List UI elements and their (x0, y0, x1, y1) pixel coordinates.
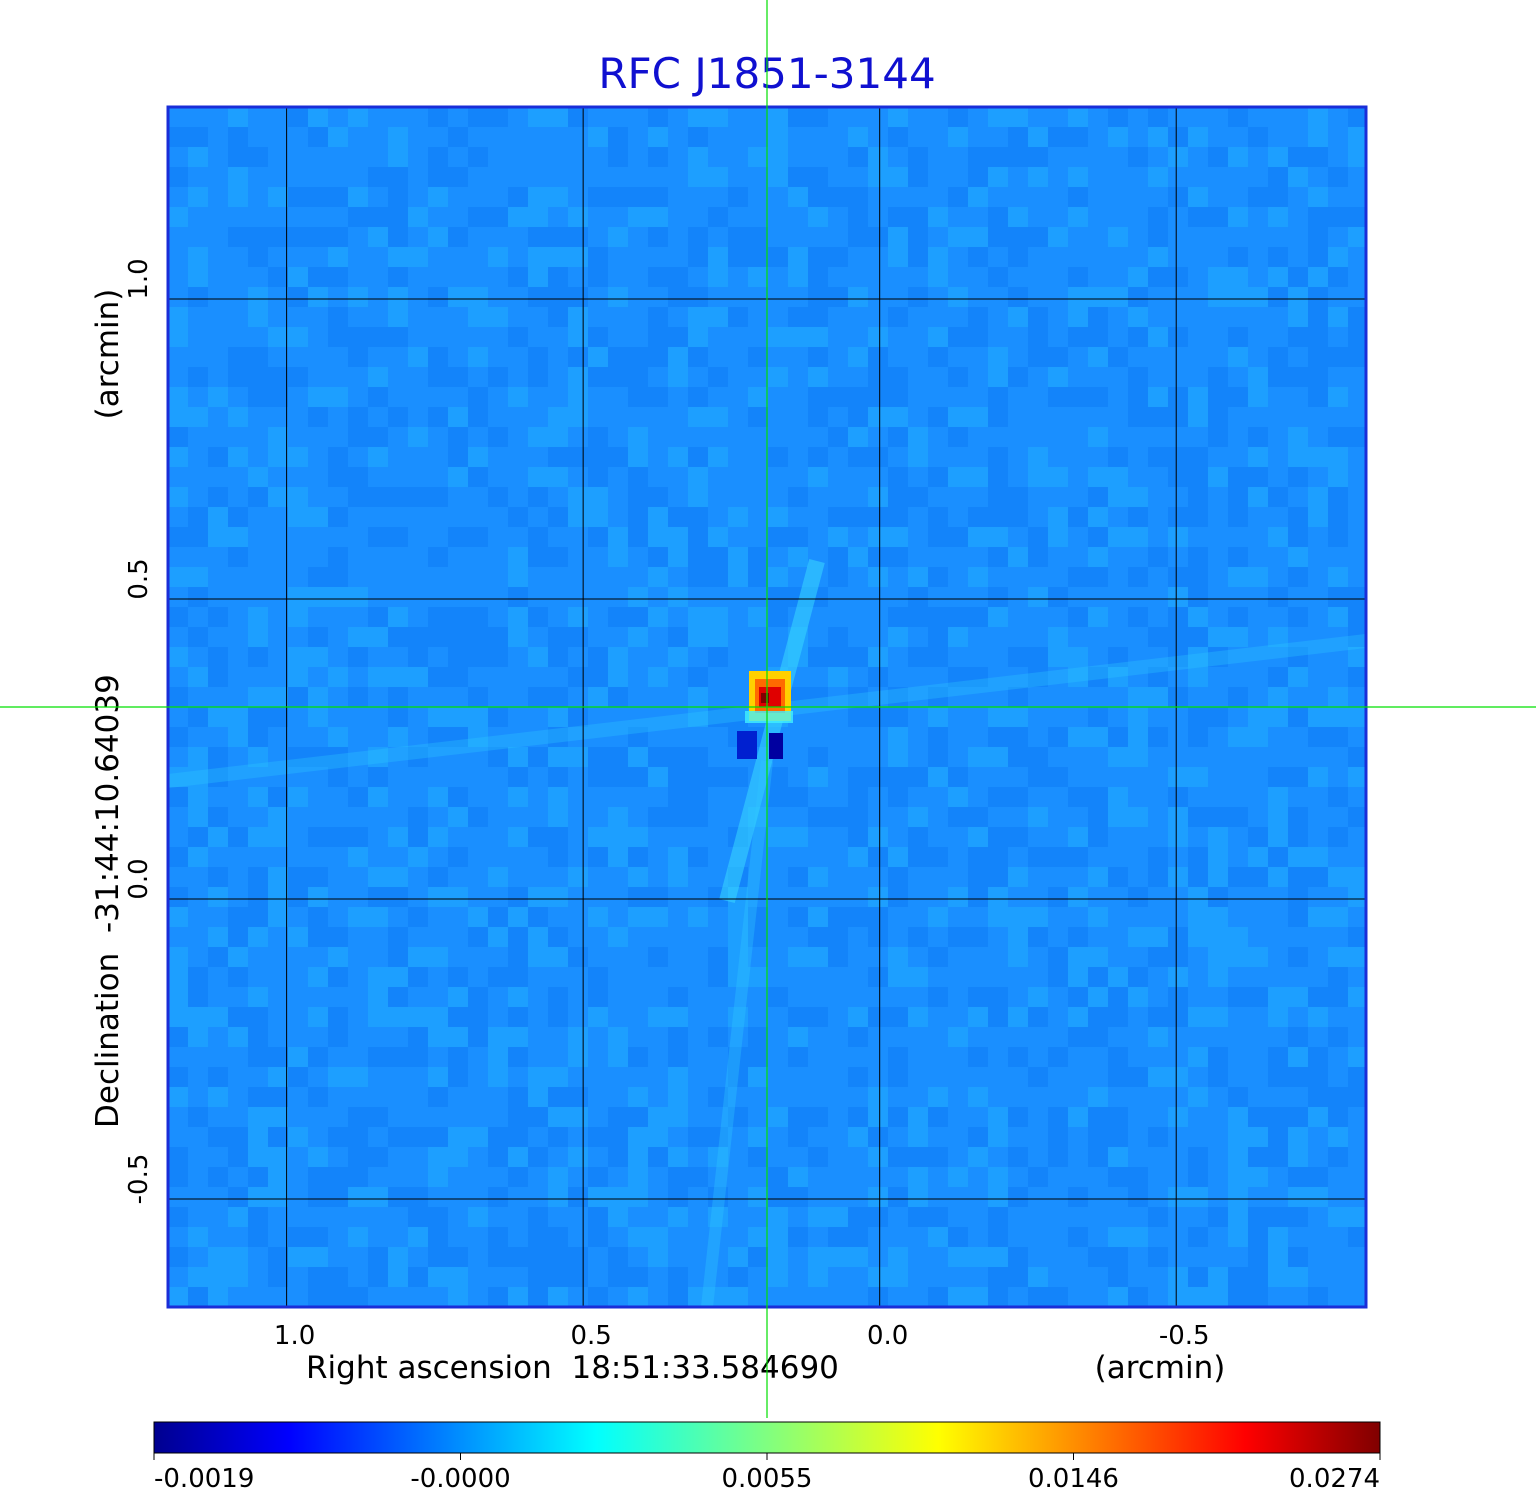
x-tick-label: 0.5 (570, 1321, 611, 1351)
colorbar-tick-labels: -0.0019 -0.0000 0.0055 0.0146 0.0274 (153, 1453, 1381, 1494)
source-peak (761, 693, 769, 703)
colorbar: -0.0019 -0.0000 0.0055 0.0146 0.0274 (153, 1421, 1381, 1494)
sidelobe-streak (719, 558, 825, 904)
x-tick-label: -0.5 (1159, 1321, 1210, 1351)
source-edge (745, 711, 793, 723)
crosshair (0, 0, 1536, 1418)
y-tick-labels: -0.5 0.0 0.5 1.0 (124, 258, 154, 1204)
y-axis-label: Declination -31:44:10.64039 (90, 674, 126, 1128)
x-tick-labels: 1.0 0.5 0.0 -0.5 (274, 1321, 1210, 1351)
colorbar-tick-label: 0.0274 (1289, 1464, 1380, 1494)
colorbar-tick-label: 0.0146 (1028, 1464, 1119, 1494)
colorbar-tick-label: 0.0055 (722, 1464, 813, 1494)
x-tick-label: 0.0 (867, 1321, 908, 1351)
colorbar-tick-label: -0.0000 (410, 1464, 510, 1494)
y-tick-label: 0.0 (124, 858, 154, 899)
sidelobe-streak (701, 760, 773, 1307)
negative-lobe (769, 733, 783, 759)
y-tick-label: -0.5 (124, 1154, 154, 1205)
x-axis-unit: (arcmin) (1095, 1350, 1226, 1386)
colorbar-tick-label: -0.0019 (154, 1464, 254, 1494)
x-tick-label: 1.0 (274, 1321, 315, 1351)
x-axis-label: Right ascension 18:51:33.584690 (306, 1350, 839, 1386)
y-tick-label: 0.5 (124, 558, 154, 599)
noise-texture (168, 107, 1366, 1307)
colorbar-gradient (153, 1421, 1381, 1454)
negative-lobe (737, 731, 757, 759)
y-axis-unit: (arcmin) (90, 289, 126, 420)
y-tick-label: 1.0 (124, 258, 154, 299)
